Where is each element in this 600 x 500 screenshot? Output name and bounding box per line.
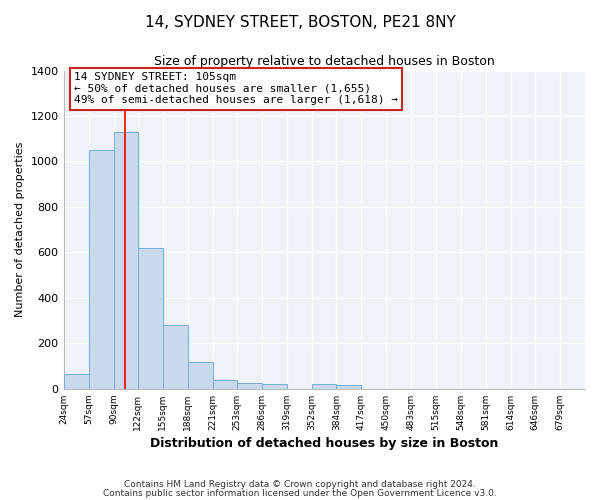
Bar: [237, 383, 262, 389]
Text: Contains HM Land Registry data © Crown copyright and database right 2024.: Contains HM Land Registry data © Crown c…: [124, 480, 476, 489]
Bar: [163, 325, 188, 389]
Text: Contains public sector information licensed under the Open Government Licence v3: Contains public sector information licen…: [103, 488, 497, 498]
Bar: [188, 362, 213, 389]
Title: Size of property relative to detached houses in Boston: Size of property relative to detached ho…: [154, 55, 494, 68]
Bar: [262, 384, 287, 389]
Y-axis label: Number of detached properties: Number of detached properties: [15, 142, 25, 318]
Bar: [64, 374, 89, 389]
Bar: [113, 132, 138, 389]
Bar: [138, 248, 163, 389]
Text: 14, SYDNEY STREET, BOSTON, PE21 8NY: 14, SYDNEY STREET, BOSTON, PE21 8NY: [145, 15, 455, 30]
Bar: [337, 386, 361, 389]
Text: 14 SYDNEY STREET: 105sqm
← 50% of detached houses are smaller (1,655)
49% of sem: 14 SYDNEY STREET: 105sqm ← 50% of detach…: [74, 72, 398, 106]
Bar: [213, 380, 237, 389]
X-axis label: Distribution of detached houses by size in Boston: Distribution of detached houses by size …: [150, 437, 499, 450]
Bar: [312, 384, 337, 389]
Bar: [89, 150, 113, 389]
